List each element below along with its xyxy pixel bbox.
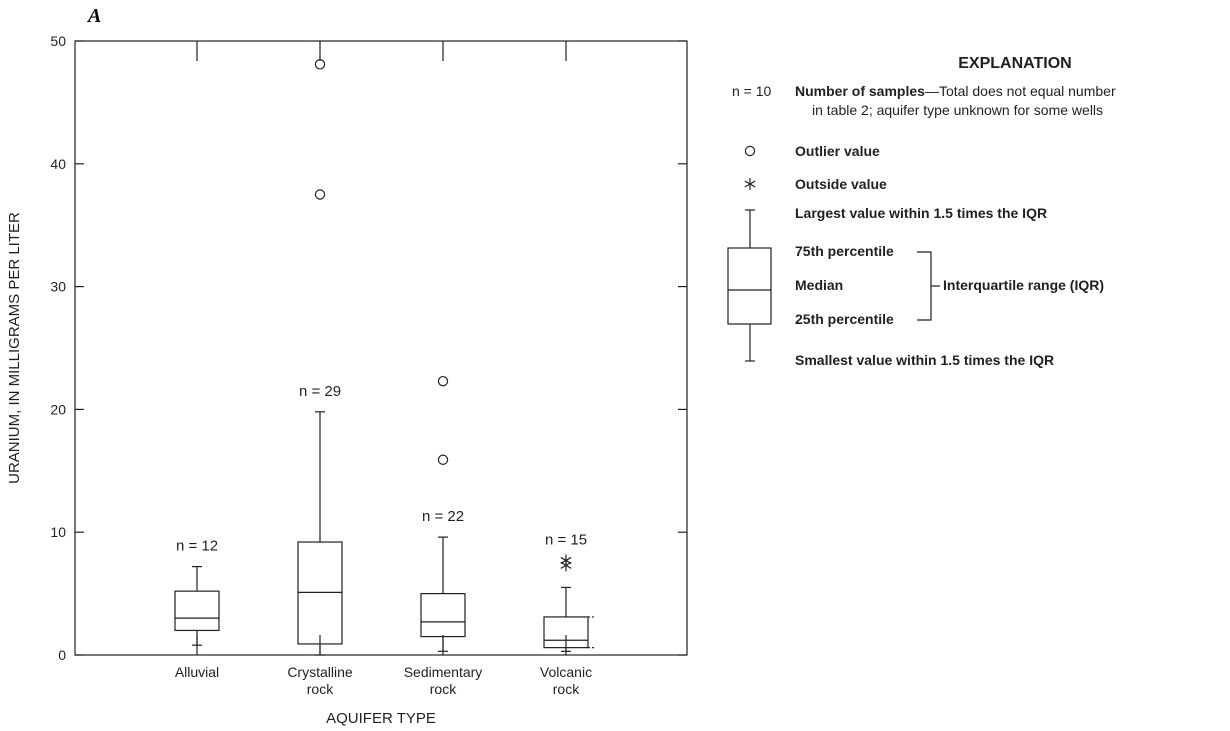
x-category-label: Volcanic	[540, 664, 592, 680]
box-0: n = 12	[174, 538, 220, 646]
iqr-box	[297, 541, 343, 645]
plot-frame	[74, 40, 688, 656]
y-tick-label: 0	[58, 647, 66, 663]
box-1: n = 29	[297, 59, 343, 656]
legend-outside-symbol	[744, 178, 756, 190]
x-axis: Alluvial CrystallinerockSedimentaryrockVo…	[175, 41, 592, 697]
x-category-label: Crystalline	[287, 664, 353, 680]
legend-outlier-symbol	[744, 145, 756, 157]
y-tick-label: 10	[50, 524, 66, 540]
y-axis: 0 10 20 30 40 50	[50, 33, 687, 663]
sample-count-label: n = 12	[176, 538, 218, 555]
legend-n-line1: —Total does not equal number	[925, 83, 1116, 99]
legend-p75-label: 75th percentile	[795, 243, 894, 259]
legend-n-example: n = 10	[732, 83, 772, 99]
outlier-point	[437, 375, 449, 387]
y-tick-label: 30	[50, 279, 66, 295]
outlier-point	[314, 59, 326, 70]
outside-point	[560, 554, 572, 567]
y-tick-label: 20	[50, 401, 66, 417]
legend-iqr-bracket	[917, 251, 940, 321]
outlier-point	[437, 454, 449, 465]
x-axis-title: AQUIFER TYPE	[326, 710, 436, 727]
x-category-label: rock	[307, 681, 334, 697]
legend-p25-label: 25th percentile	[795, 311, 894, 327]
legend-outside-label: Outside value	[795, 176, 887, 192]
box-3: n = 15	[543, 531, 594, 652]
sample-count-label: n = 15	[545, 531, 587, 548]
x-category-label: rock	[553, 681, 580, 697]
outlier-point	[314, 189, 326, 200]
legend-largest-label: Largest value within 1.5 times the IQR	[795, 205, 1047, 221]
legend-smallest-label: Smallest value within 1.5 times the IQR	[795, 352, 1054, 368]
box-2: n = 22	[420, 375, 466, 652]
box-series: n = 12 n = 29 n = 22 n = 15	[174, 59, 594, 656]
legend-iqr-label: Interquartile range (IQR)	[943, 277, 1104, 293]
iqr-box	[543, 616, 589, 649]
x-category-label: Alluvial	[175, 664, 219, 680]
sample-count-label: n = 29	[299, 383, 341, 400]
outside-stroke	[560, 556, 572, 564]
x-category-label: Sedimentary	[404, 664, 483, 680]
legend-outlier-label: Outlier value	[795, 143, 880, 159]
explanation-legend: EXPLANATION n = 10 Number of samples—Tot…	[727, 55, 1116, 368]
legend-n-bold: Number of samples	[795, 83, 925, 99]
legend-n-description: Number of samples—Total does not equal n…	[795, 83, 1116, 99]
legend-title: EXPLANATION	[958, 55, 1071, 72]
sample-count-label: n = 22	[422, 508, 464, 525]
y-axis-title: URANIUM, IN MILLIGRAMS PER LITER	[6, 212, 23, 484]
legend-median-label: Median	[795, 277, 843, 293]
panel-label: A	[86, 5, 101, 27]
y-tick-label: 50	[50, 33, 66, 49]
iqr-box	[174, 590, 220, 632]
legend-box-symbol	[727, 209, 772, 362]
iqr-box	[420, 592, 466, 638]
y-tick-label: 40	[50, 156, 66, 172]
x-category-label: rock	[430, 681, 457, 697]
legend-n-line2: in table 2; aquifer type unknown for som…	[812, 102, 1103, 118]
